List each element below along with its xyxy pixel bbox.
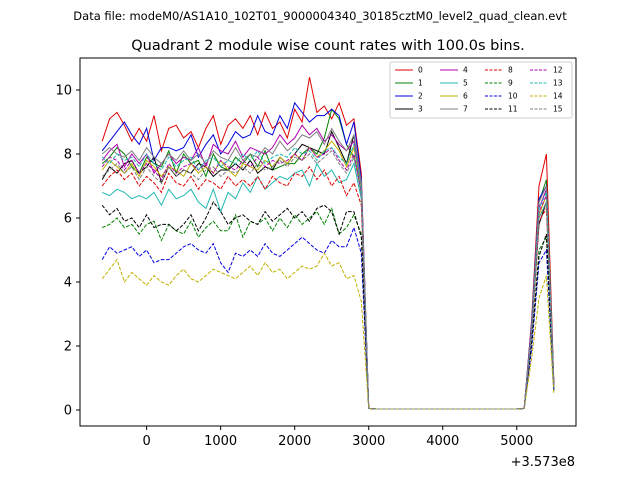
series-line-14 [101, 252, 555, 410]
legend-label-2: 2 [418, 92, 423, 101]
x-axis: 0 1000 2000 3000 4000 5000 [142, 426, 533, 449]
y-tick-label: 8 [64, 148, 72, 163]
legend-label-1: 1 [418, 79, 423, 88]
series-line-0 [101, 77, 555, 410]
legend-label-3: 3 [418, 105, 423, 114]
series-line-8 [101, 165, 555, 410]
series-line-9 [102, 206, 555, 410]
legend-label-8: 8 [508, 66, 513, 75]
x-tick-label: 3000 [352, 434, 385, 449]
legend-label-4: 4 [463, 66, 468, 75]
legend-label-15: 15 [553, 105, 563, 114]
legend-label-0: 0 [418, 66, 423, 75]
legend-box [389, 61, 573, 119]
legend-label-6: 6 [463, 92, 468, 101]
data-file-label: Data file: modeM0/AS1A10_102T01_90000043… [73, 9, 567, 23]
legend-label-14: 14 [553, 92, 563, 101]
legend-label-7: 7 [463, 105, 468, 114]
series-line-5 [102, 162, 555, 410]
series-layer [101, 77, 555, 410]
y-tick-label: 10 [55, 84, 72, 99]
series-line-10 [101, 226, 555, 410]
legend-label-11: 11 [508, 105, 518, 114]
series-line-15 [101, 150, 555, 410]
legend-label-12: 12 [553, 66, 563, 75]
series-line-11 [101, 201, 555, 410]
legend-label-13: 13 [553, 79, 563, 88]
y-tick-label: 6 [64, 212, 72, 227]
plot-frame [79, 57, 577, 427]
x-tick-label: 4000 [426, 434, 459, 449]
y-tick-label: 4 [64, 276, 72, 291]
x-tick-label: 1000 [204, 434, 237, 449]
series-line-13 [101, 142, 555, 410]
series-line-7 [101, 127, 555, 410]
x-tick-label: 5000 [500, 434, 533, 449]
chart-title: Quadrant 2 module wise count rates with … [131, 38, 525, 54]
legend-label-5: 5 [463, 79, 468, 88]
legend-label-10: 10 [508, 92, 518, 101]
series-line-6 [101, 140, 555, 410]
y-tick-label: 2 [64, 340, 72, 355]
y-tick-label: 0 [64, 404, 72, 419]
series-line-12 [101, 146, 555, 410]
x-tick-label: 2000 [278, 434, 311, 449]
legend-label-9: 9 [508, 79, 513, 88]
x-axis-offset-label: +3.573e8 [511, 455, 575, 470]
x-tick-label: 0 [142, 434, 150, 449]
y-axis: 0 2 4 6 8 10 [55, 84, 80, 419]
